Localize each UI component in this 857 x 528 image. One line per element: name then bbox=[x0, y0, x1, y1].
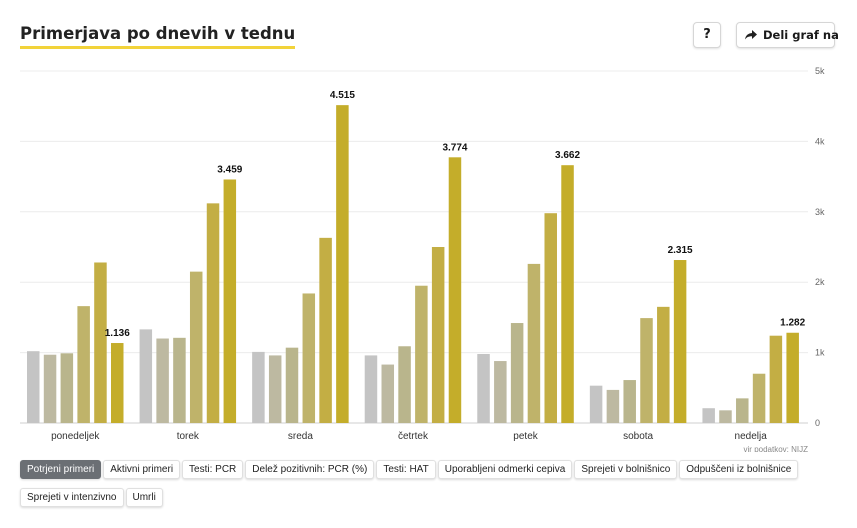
metric-tab[interactable]: Odpuščeni iz bolnišnice bbox=[679, 460, 799, 479]
data-label: 3.459 bbox=[217, 164, 242, 175]
metric-tab[interactable]: Delež pozitivnih: PCR (%) bbox=[245, 460, 375, 479]
bar bbox=[640, 318, 653, 423]
bar bbox=[223, 179, 237, 423]
bar bbox=[736, 398, 749, 423]
bar bbox=[43, 354, 57, 423]
bar bbox=[544, 213, 557, 423]
metric-tab[interactable]: Sprejeti v bolnišnico bbox=[574, 460, 678, 479]
data-label: 3.774 bbox=[442, 142, 467, 153]
bar bbox=[302, 293, 316, 423]
y-tick-label: 5k bbox=[815, 66, 825, 76]
bar bbox=[173, 337, 186, 423]
bar bbox=[111, 343, 124, 423]
bar bbox=[623, 380, 636, 423]
source-note: vir podatkov: NIJZ bbox=[744, 445, 809, 452]
bar bbox=[752, 373, 766, 423]
x-tick-label: sreda bbox=[288, 431, 313, 442]
bar bbox=[381, 364, 395, 423]
page-title: Primerjava po dnevih v tednu bbox=[20, 24, 296, 49]
bar bbox=[156, 338, 169, 423]
share-arrow-icon bbox=[745, 24, 757, 48]
data-label: 3.662 bbox=[555, 150, 580, 161]
metric-tab[interactable]: Testi: HAT bbox=[376, 460, 436, 479]
bar bbox=[60, 353, 74, 423]
data-label: 1.282 bbox=[780, 318, 805, 329]
bar bbox=[786, 332, 799, 423]
bar bbox=[561, 165, 574, 423]
bar bbox=[477, 354, 490, 423]
bar bbox=[673, 260, 687, 423]
y-tick-label: 2k bbox=[815, 277, 825, 287]
bar bbox=[27, 351, 40, 423]
metric-tab[interactable]: Testi: PCR bbox=[182, 460, 244, 479]
metric-tab[interactable]: Potrjeni primeri bbox=[20, 460, 102, 479]
x-tick-label: ponedeljek bbox=[51, 431, 100, 442]
bar bbox=[206, 203, 220, 423]
bar bbox=[589, 385, 603, 423]
share-button-label: Deli graf na bbox=[763, 28, 839, 42]
bar bbox=[657, 306, 670, 423]
x-tick-label: četrtek bbox=[398, 431, 429, 442]
bar bbox=[448, 157, 462, 423]
bar bbox=[268, 355, 282, 423]
bar-chart: 0 1k 2k 3k 4k 5k 1.136 ponedeljek 3.459 torek 4.51… bbox=[20, 66, 825, 452]
y-tick-label: 4k bbox=[815, 136, 825, 146]
y-tick-label: 0 bbox=[815, 418, 820, 428]
metric-tab[interactable]: Sprejeti v intenzivno bbox=[20, 488, 124, 507]
x-tick-label: nedelja bbox=[735, 431, 768, 442]
bar bbox=[431, 247, 445, 423]
bar bbox=[139, 329, 153, 423]
bar bbox=[285, 347, 299, 423]
share-button[interactable]: Deli graf na bbox=[736, 22, 839, 48]
data-label: 4.515 bbox=[330, 90, 355, 101]
metric-tab[interactable]: Umrli bbox=[125, 488, 163, 507]
metric-tabs: Potrjeni primeri Aktivni primeri Testi: PC… bbox=[20, 457, 820, 513]
metric-tab[interactable]: Aktivni primeri bbox=[103, 460, 181, 479]
data-label: 2.315 bbox=[668, 245, 693, 256]
y-tick-label: 1k bbox=[815, 348, 825, 358]
bar bbox=[189, 271, 203, 423]
bar bbox=[77, 306, 90, 423]
data-label: 1.136 bbox=[105, 328, 130, 339]
bar bbox=[252, 351, 265, 423]
bar bbox=[94, 262, 107, 423]
bar bbox=[769, 335, 783, 423]
bar bbox=[364, 355, 378, 423]
bar bbox=[398, 346, 411, 423]
x-tick-label: sobota bbox=[623, 431, 653, 442]
y-tick-label: 3k bbox=[815, 207, 825, 217]
bar bbox=[319, 237, 332, 423]
bar bbox=[527, 263, 541, 423]
bar bbox=[719, 410, 732, 423]
bar bbox=[336, 105, 349, 424]
bar bbox=[702, 408, 715, 423]
bar bbox=[510, 323, 524, 423]
x-tick-label: torek bbox=[177, 431, 200, 442]
metric-tab[interactable]: Uporabljeni odmerki cepiva bbox=[437, 460, 573, 479]
help-button[interactable]: ? bbox=[693, 22, 721, 48]
bar bbox=[606, 389, 620, 423]
bar bbox=[415, 285, 428, 423]
bar bbox=[494, 361, 507, 423]
x-tick-label: petek bbox=[513, 431, 538, 442]
chart-header: Primerjava po dnevih v tednu ? Deli graf… bbox=[20, 22, 839, 52]
